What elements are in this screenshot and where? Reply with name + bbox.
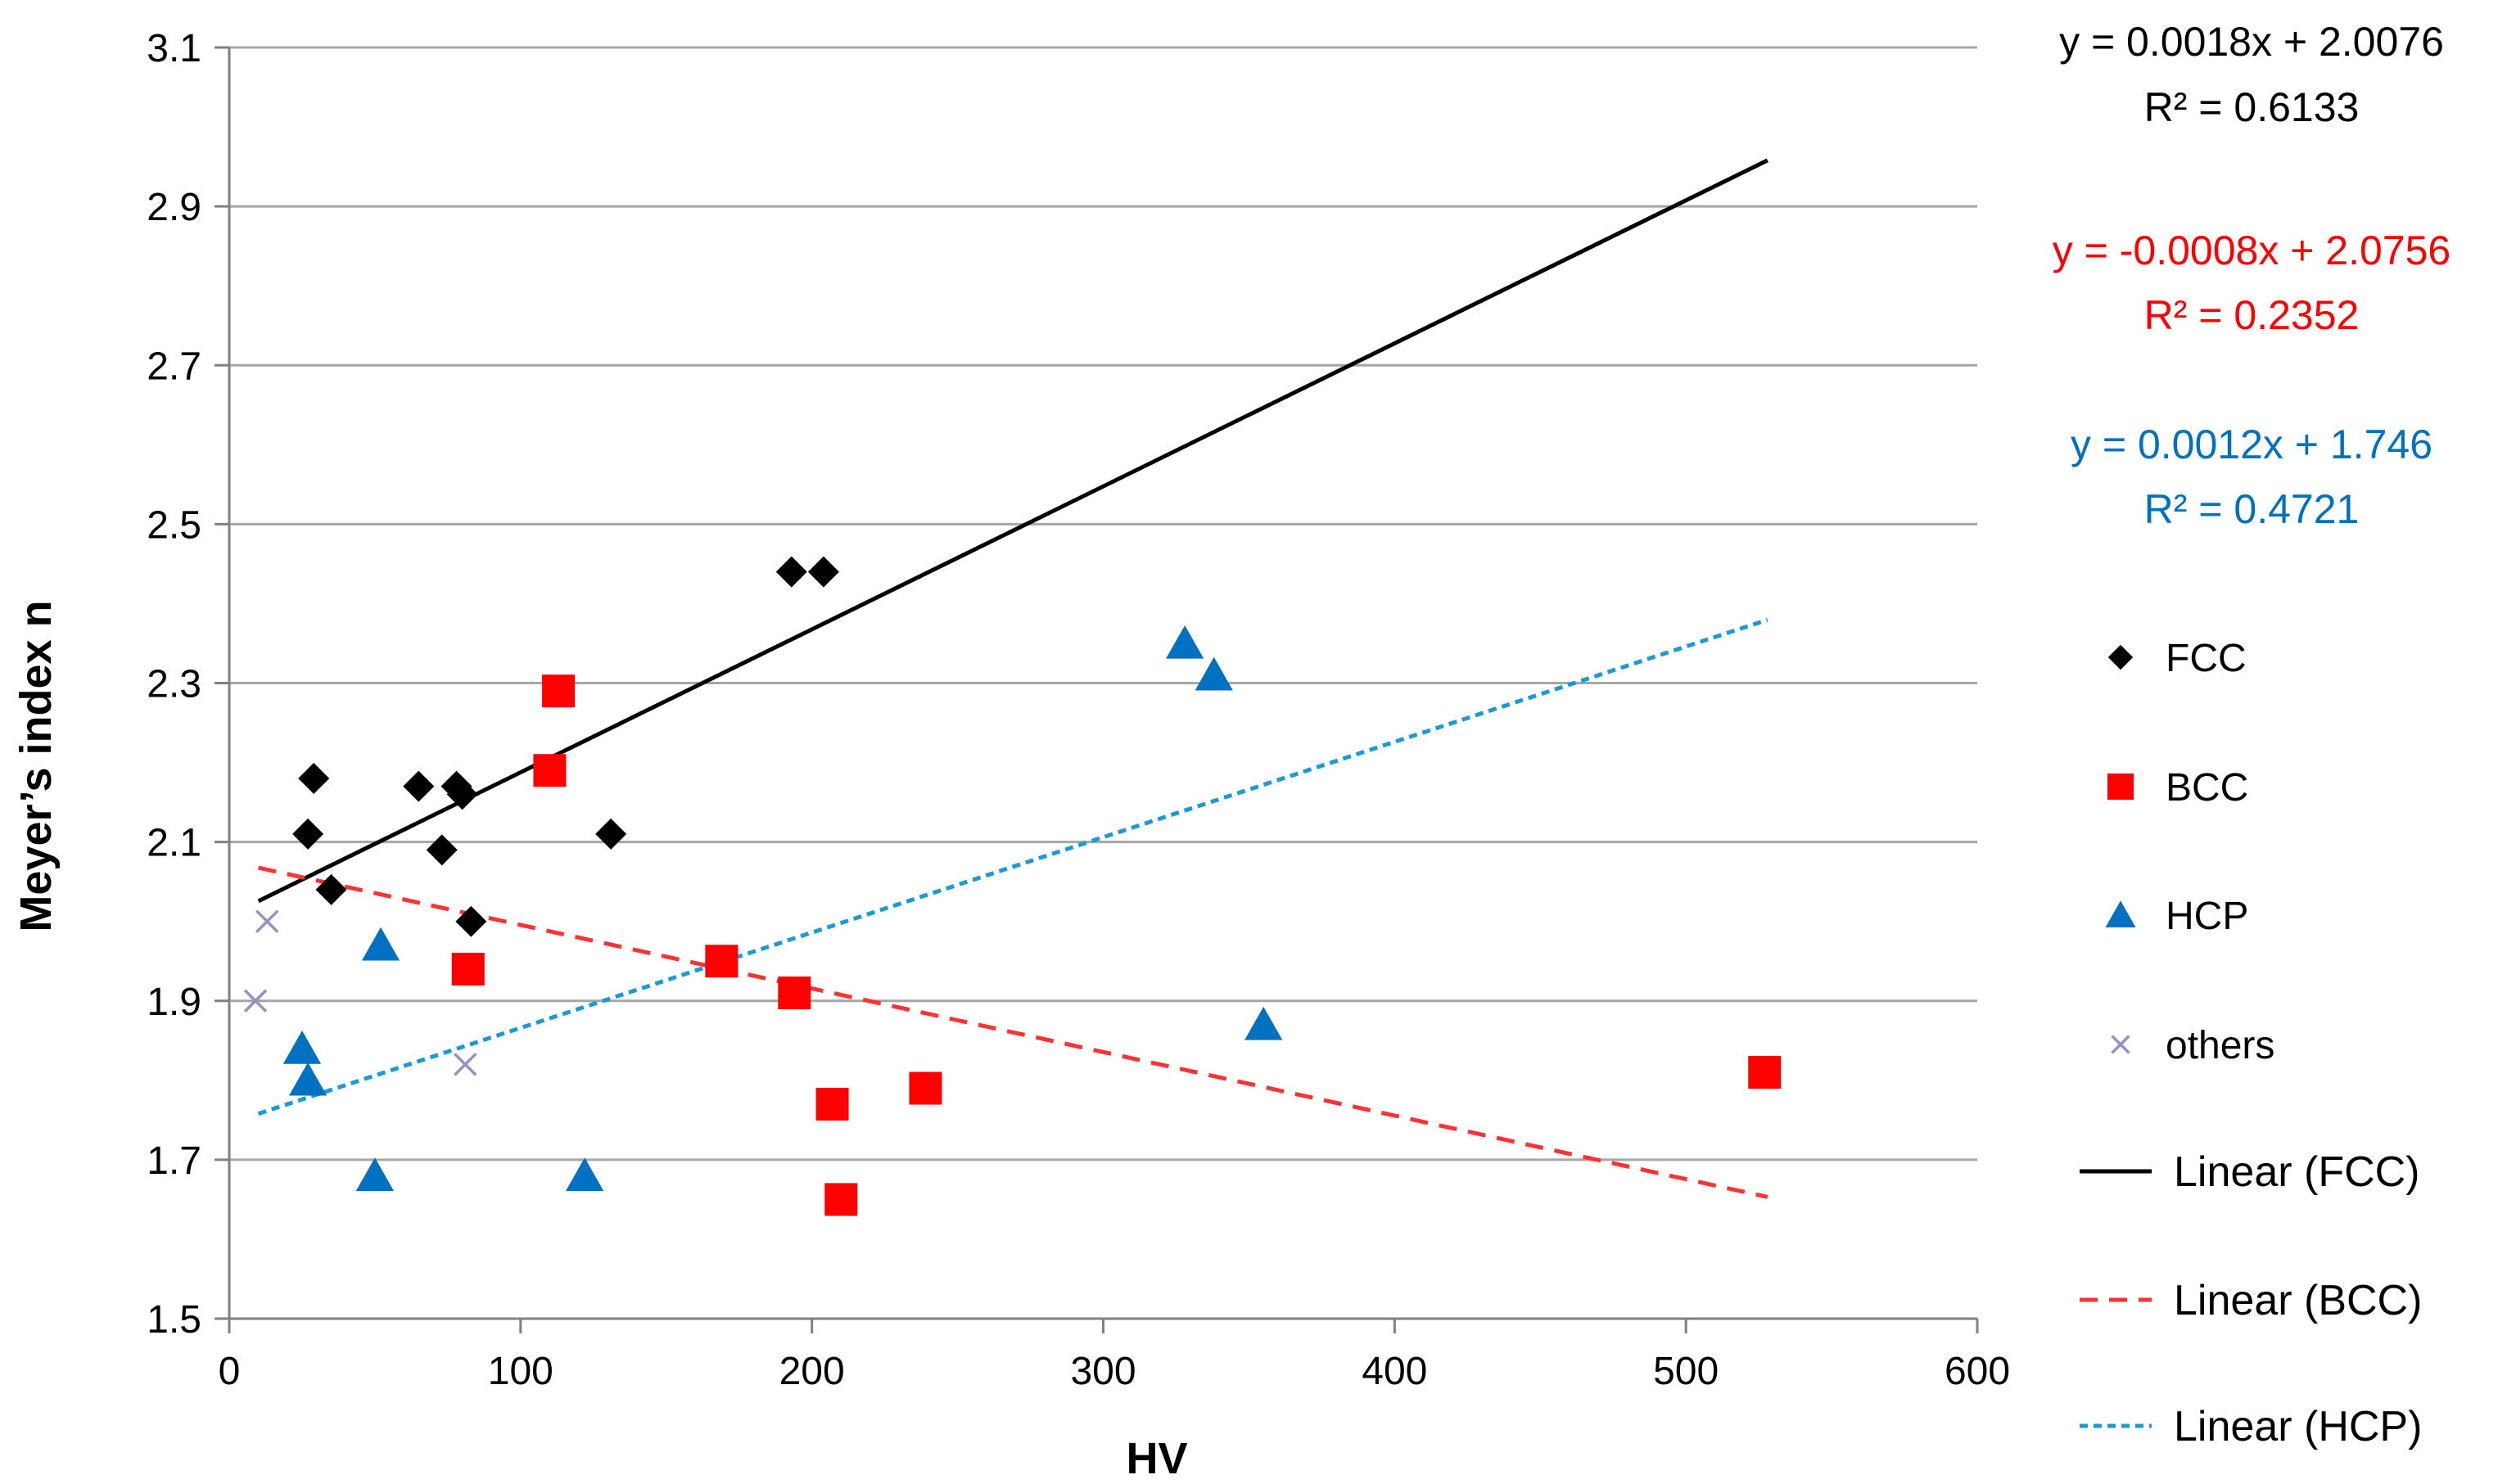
trendline-equation: y = 0.0012x + 1.746 (2071, 422, 2433, 467)
data-point-bcc (533, 754, 567, 787)
data-point-hcp (1166, 625, 1204, 659)
x-tick-label: 200 (779, 1350, 845, 1393)
data-point-fcc (455, 905, 487, 937)
data-point-bcc (1748, 1056, 1782, 1089)
data-point-fcc (807, 556, 839, 588)
y-axis-title: Meyer’s index n (11, 600, 61, 931)
data-point-fcc (298, 762, 330, 794)
y-tick-label: 2.5 (147, 503, 201, 547)
data-point-bcc (909, 1071, 942, 1105)
y-tick-label: 2.9 (147, 186, 201, 229)
legend-label: FCC (2166, 637, 2247, 680)
y-tick-label: 1.5 (147, 1298, 201, 1342)
data-point-hcp (282, 1030, 322, 1064)
data-point-others (255, 909, 279, 933)
legend-label: BCC (2166, 766, 2248, 810)
legend-label: Linear (HCP) (2174, 1403, 2422, 1450)
trendline-equations: y = 0.0018x + 2.0076 R² = 0.6133 y = -0.00… (2053, 19, 2451, 532)
x-tick-label: 400 (1362, 1350, 1427, 1393)
data-point-hcp (361, 927, 400, 961)
data-point-bcc (542, 674, 576, 708)
trendlines (257, 158, 1768, 1199)
x-tick-label: 500 (1653, 1350, 1719, 1393)
data-point-fcc (446, 778, 478, 810)
x-mark-stroke (243, 989, 268, 1013)
data-point-fcc (595, 818, 627, 850)
x-mark-stroke (255, 909, 279, 933)
trendline-linearfcc (257, 158, 1768, 904)
x-axis-title: HV (1126, 1434, 1187, 1483)
data-point-fcc (315, 873, 347, 905)
data-point-fcc (403, 770, 435, 802)
data-point-hcp (288, 1062, 327, 1096)
legend: FCC BCC HCP others Linear (FCC) Linear (BCC) L… (2080, 637, 2422, 1450)
trendline-r-squared: R² = 0.2352 (2144, 292, 2360, 338)
legend-label: HCP (2166, 895, 2248, 938)
legend-marker-hcp (2105, 900, 2136, 927)
trendline-equation: y = -0.0008x + 2.0756 (2053, 228, 2451, 273)
y-tick-label: 1.7 (147, 1139, 201, 1183)
data-point-hcp (1244, 1006, 1283, 1040)
legend-marker-bcc (2107, 774, 2134, 800)
x-tick-label: 100 (488, 1350, 553, 1393)
x-tick-label: 600 (1945, 1350, 2010, 1393)
y-tick-label: 1.9 (147, 981, 201, 1024)
x-tick-labels: 0 100 200 300 400 500 600 (219, 1350, 2010, 1393)
data-point-bcc (815, 1087, 849, 1121)
trendline-linearbcc (258, 865, 1768, 1199)
x-tick-label: 300 (1070, 1350, 1136, 1393)
y-tick-label: 3.1 (147, 27, 201, 70)
legend-marker-fcc (2107, 644, 2134, 670)
data-points (243, 556, 1782, 1216)
data-point-hcp (355, 1157, 395, 1191)
y-tick-labels: 1.5 1.7 1.9 2.1 2.3 2.5 2.7 2.9 3.1 (147, 27, 201, 1342)
y-tick-label: 2.1 (147, 822, 201, 865)
data-point-fcc (775, 556, 807, 588)
legend-label: others (2166, 1024, 2274, 1067)
data-point-others (453, 1053, 477, 1076)
x-tick-label: 0 (219, 1350, 241, 1393)
data-point-others (243, 989, 268, 1013)
x-mark-stroke (453, 1053, 477, 1076)
y-tick-label: 2.7 (147, 345, 201, 388)
legend-label: Linear (FCC) (2174, 1148, 2420, 1196)
data-point-hcp (1195, 656, 1233, 691)
data-point-fcc (292, 818, 324, 850)
data-point-bcc (778, 977, 811, 1010)
trendline-equation: y = 0.0018x + 2.0076 (2059, 19, 2444, 65)
axes (215, 46, 1979, 1333)
trendline-r-squared: R² = 0.6133 (2144, 84, 2360, 130)
data-point-hcp (566, 1157, 604, 1191)
data-point-bcc (824, 1183, 858, 1216)
gridlines (229, 46, 1977, 1161)
trendline-linearhcp (257, 617, 1768, 1116)
data-point-bcc (705, 945, 739, 978)
legend-marker-others (2111, 1035, 2130, 1054)
x-mark-stroke (2111, 1035, 2130, 1054)
trendline-r-squared: R² = 0.4721 (2144, 486, 2360, 532)
y-tick-label: 2.3 (147, 663, 201, 706)
data-point-bcc (451, 952, 485, 986)
legend-label: Linear (BCC) (2174, 1277, 2422, 1324)
data-point-fcc (426, 834, 458, 866)
